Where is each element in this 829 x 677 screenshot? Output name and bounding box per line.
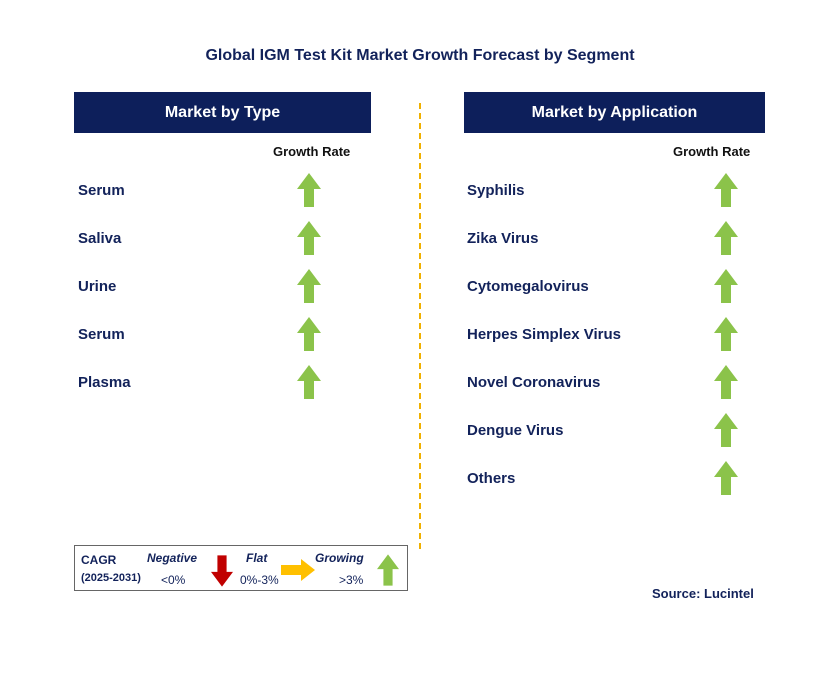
source-note: Source: Lucintel [652, 586, 754, 601]
legend-flat-range: 0%-3% [240, 573, 279, 587]
segment-label: Others [467, 470, 516, 487]
right-panel-header: Market by Application [464, 92, 765, 133]
legend-box: CAGR (2025-2031) Negative <0% Flat 0%-3%… [74, 545, 408, 591]
growth-up-arrow-icon [714, 269, 738, 303]
segment-label: Zika Virus [467, 230, 539, 247]
segment-label: Herpes Simplex Virus [467, 326, 621, 343]
legend-negative-label: Negative [147, 551, 198, 565]
segment-label: Saliva [78, 230, 122, 247]
segment-label: Plasma [78, 374, 131, 391]
panel-divider [419, 103, 421, 549]
growth-up-arrow-icon [714, 461, 738, 495]
legend-growing-label: Growing [315, 551, 364, 565]
segment-label: Urine [78, 278, 117, 295]
left-panel-header: Market by Type [74, 92, 371, 133]
chart-title: Global IGM Test Kit Market Growth Foreca… [205, 47, 635, 64]
segment-label: Syphilis [467, 182, 525, 199]
growth-up-arrow-icon [297, 221, 321, 255]
growth-up-arrow-icon [297, 269, 321, 303]
growth-up-arrow-icon [714, 365, 738, 399]
segment-label: Dengue Virus [467, 422, 564, 439]
down-arrow-icon [211, 555, 233, 587]
right-panel-header-text: Market by Application [531, 103, 698, 121]
growth-up-arrow-icon [714, 413, 738, 447]
legend-growing-range: >3% [339, 573, 364, 587]
growth-up-arrow-icon [714, 221, 738, 255]
up-arrow-icon [377, 554, 399, 586]
segment-label: Novel Coronavirus [467, 374, 601, 391]
legend-cagr-label: CAGR [81, 553, 117, 567]
segment-label: Serum [78, 182, 125, 199]
legend-negative-range: <0% [161, 573, 186, 587]
segment-label: Cytomegalovirus [467, 278, 589, 295]
growth-up-arrow-icon [714, 317, 738, 351]
left-growth-rate-label: Growth Rate [273, 144, 351, 159]
left-panel-header-text: Market by Type [164, 103, 281, 121]
right-arrow-icon [281, 559, 315, 581]
segment-label: Serum [78, 326, 125, 343]
right-growth-rate-label: Growth Rate [673, 144, 751, 159]
growth-up-arrow-icon [714, 173, 738, 207]
legend-flat-label: Flat [246, 551, 268, 565]
legend-period: (2025-2031) [81, 572, 141, 584]
growth-up-arrow-icon [297, 317, 321, 351]
growth-up-arrow-icon [297, 173, 321, 207]
growth-up-arrow-icon [297, 365, 321, 399]
